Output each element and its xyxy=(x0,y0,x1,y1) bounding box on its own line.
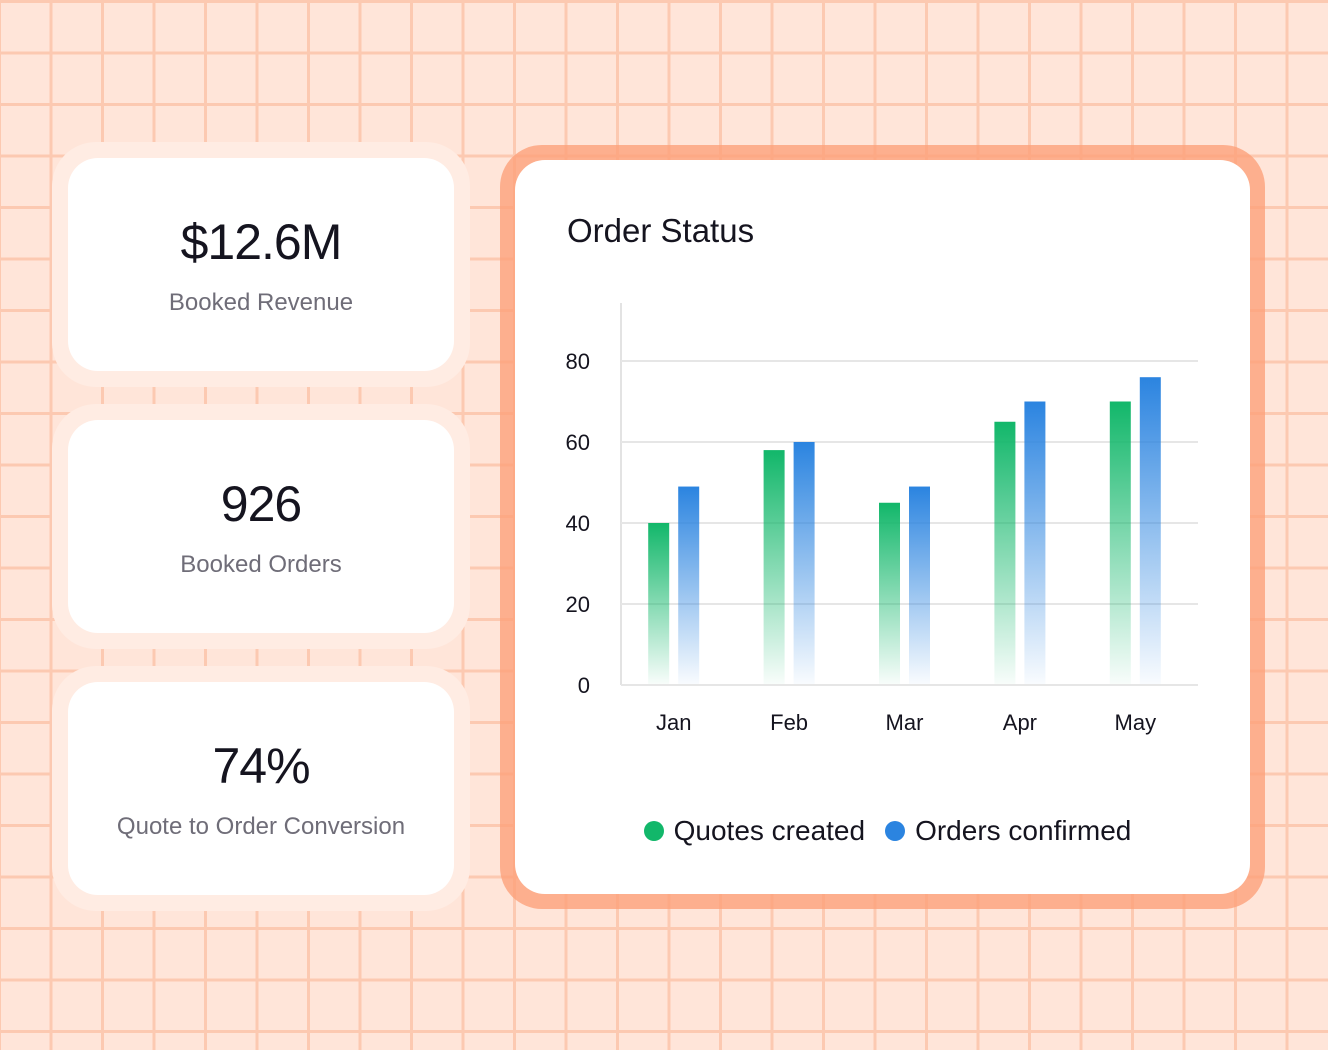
kpi-label: Booked Orders xyxy=(180,550,342,578)
chart-card-border: Order Status 0 20 40 60 80 Jan Feb Mar Apr May Qu… xyxy=(500,145,1265,909)
legend-item-quotes: Quotes created xyxy=(643,815,866,847)
bar-quotes-created xyxy=(994,421,1016,684)
kpi-label: Booked Revenue xyxy=(168,288,354,316)
x-tick-label: May xyxy=(1115,710,1157,735)
bar-orders-confirmed xyxy=(678,486,700,684)
legend-label: Quotes created xyxy=(673,815,866,846)
bar-orders-confirmed xyxy=(793,442,815,684)
kpi-value: 74% xyxy=(212,737,310,794)
kpi-card-booked-orders: 926 Booked Orders xyxy=(52,404,470,649)
x-tick-label: Mar xyxy=(886,710,924,735)
legend-label: Orders confirmed xyxy=(915,815,1132,846)
y-tick-label: 0 xyxy=(578,673,590,698)
y-tick-label: 60 xyxy=(566,430,590,455)
bar-orders-confirmed xyxy=(1139,377,1161,684)
bar-quotes-created xyxy=(648,523,670,684)
kpi-value: $12.6M xyxy=(180,213,343,270)
bar-chart: 0 20 40 60 80 Jan Feb Mar Apr May xyxy=(566,303,1198,735)
chart-legend: Quotes created Orders confirmed xyxy=(515,815,1250,847)
chart-title: Order Status xyxy=(567,212,755,249)
legend-dot-icon xyxy=(643,821,664,841)
kpi-card-conversion: 74% Quote to Order Conversion xyxy=(52,666,470,911)
y-tick-label: 20 xyxy=(566,592,590,617)
legend-dot-icon xyxy=(885,821,906,841)
y-tick-label: 40 xyxy=(566,511,590,536)
kpi-card-booked-revenue: $12.6M Booked Revenue xyxy=(52,142,470,387)
x-tick-label: Feb xyxy=(770,710,808,735)
x-tick-label: Apr xyxy=(1003,710,1037,735)
bar-quotes-created xyxy=(879,502,900,684)
bar-quotes-created xyxy=(1109,401,1131,684)
bar-orders-confirmed xyxy=(909,486,930,684)
kpi-label: Quote to Order Conversion xyxy=(116,812,406,840)
order-status-chart-card: Order Status 0 20 40 60 80 Jan Feb Mar Apr May Qu… xyxy=(515,160,1250,894)
kpi-value: 926 xyxy=(220,475,302,532)
x-tick-label: Jan xyxy=(656,710,691,735)
bar-orders-confirmed xyxy=(1024,401,1046,684)
legend-item-orders: Orders confirmed xyxy=(885,815,1131,847)
y-tick-label: 80 xyxy=(566,349,590,374)
bar-quotes-created xyxy=(763,450,785,684)
